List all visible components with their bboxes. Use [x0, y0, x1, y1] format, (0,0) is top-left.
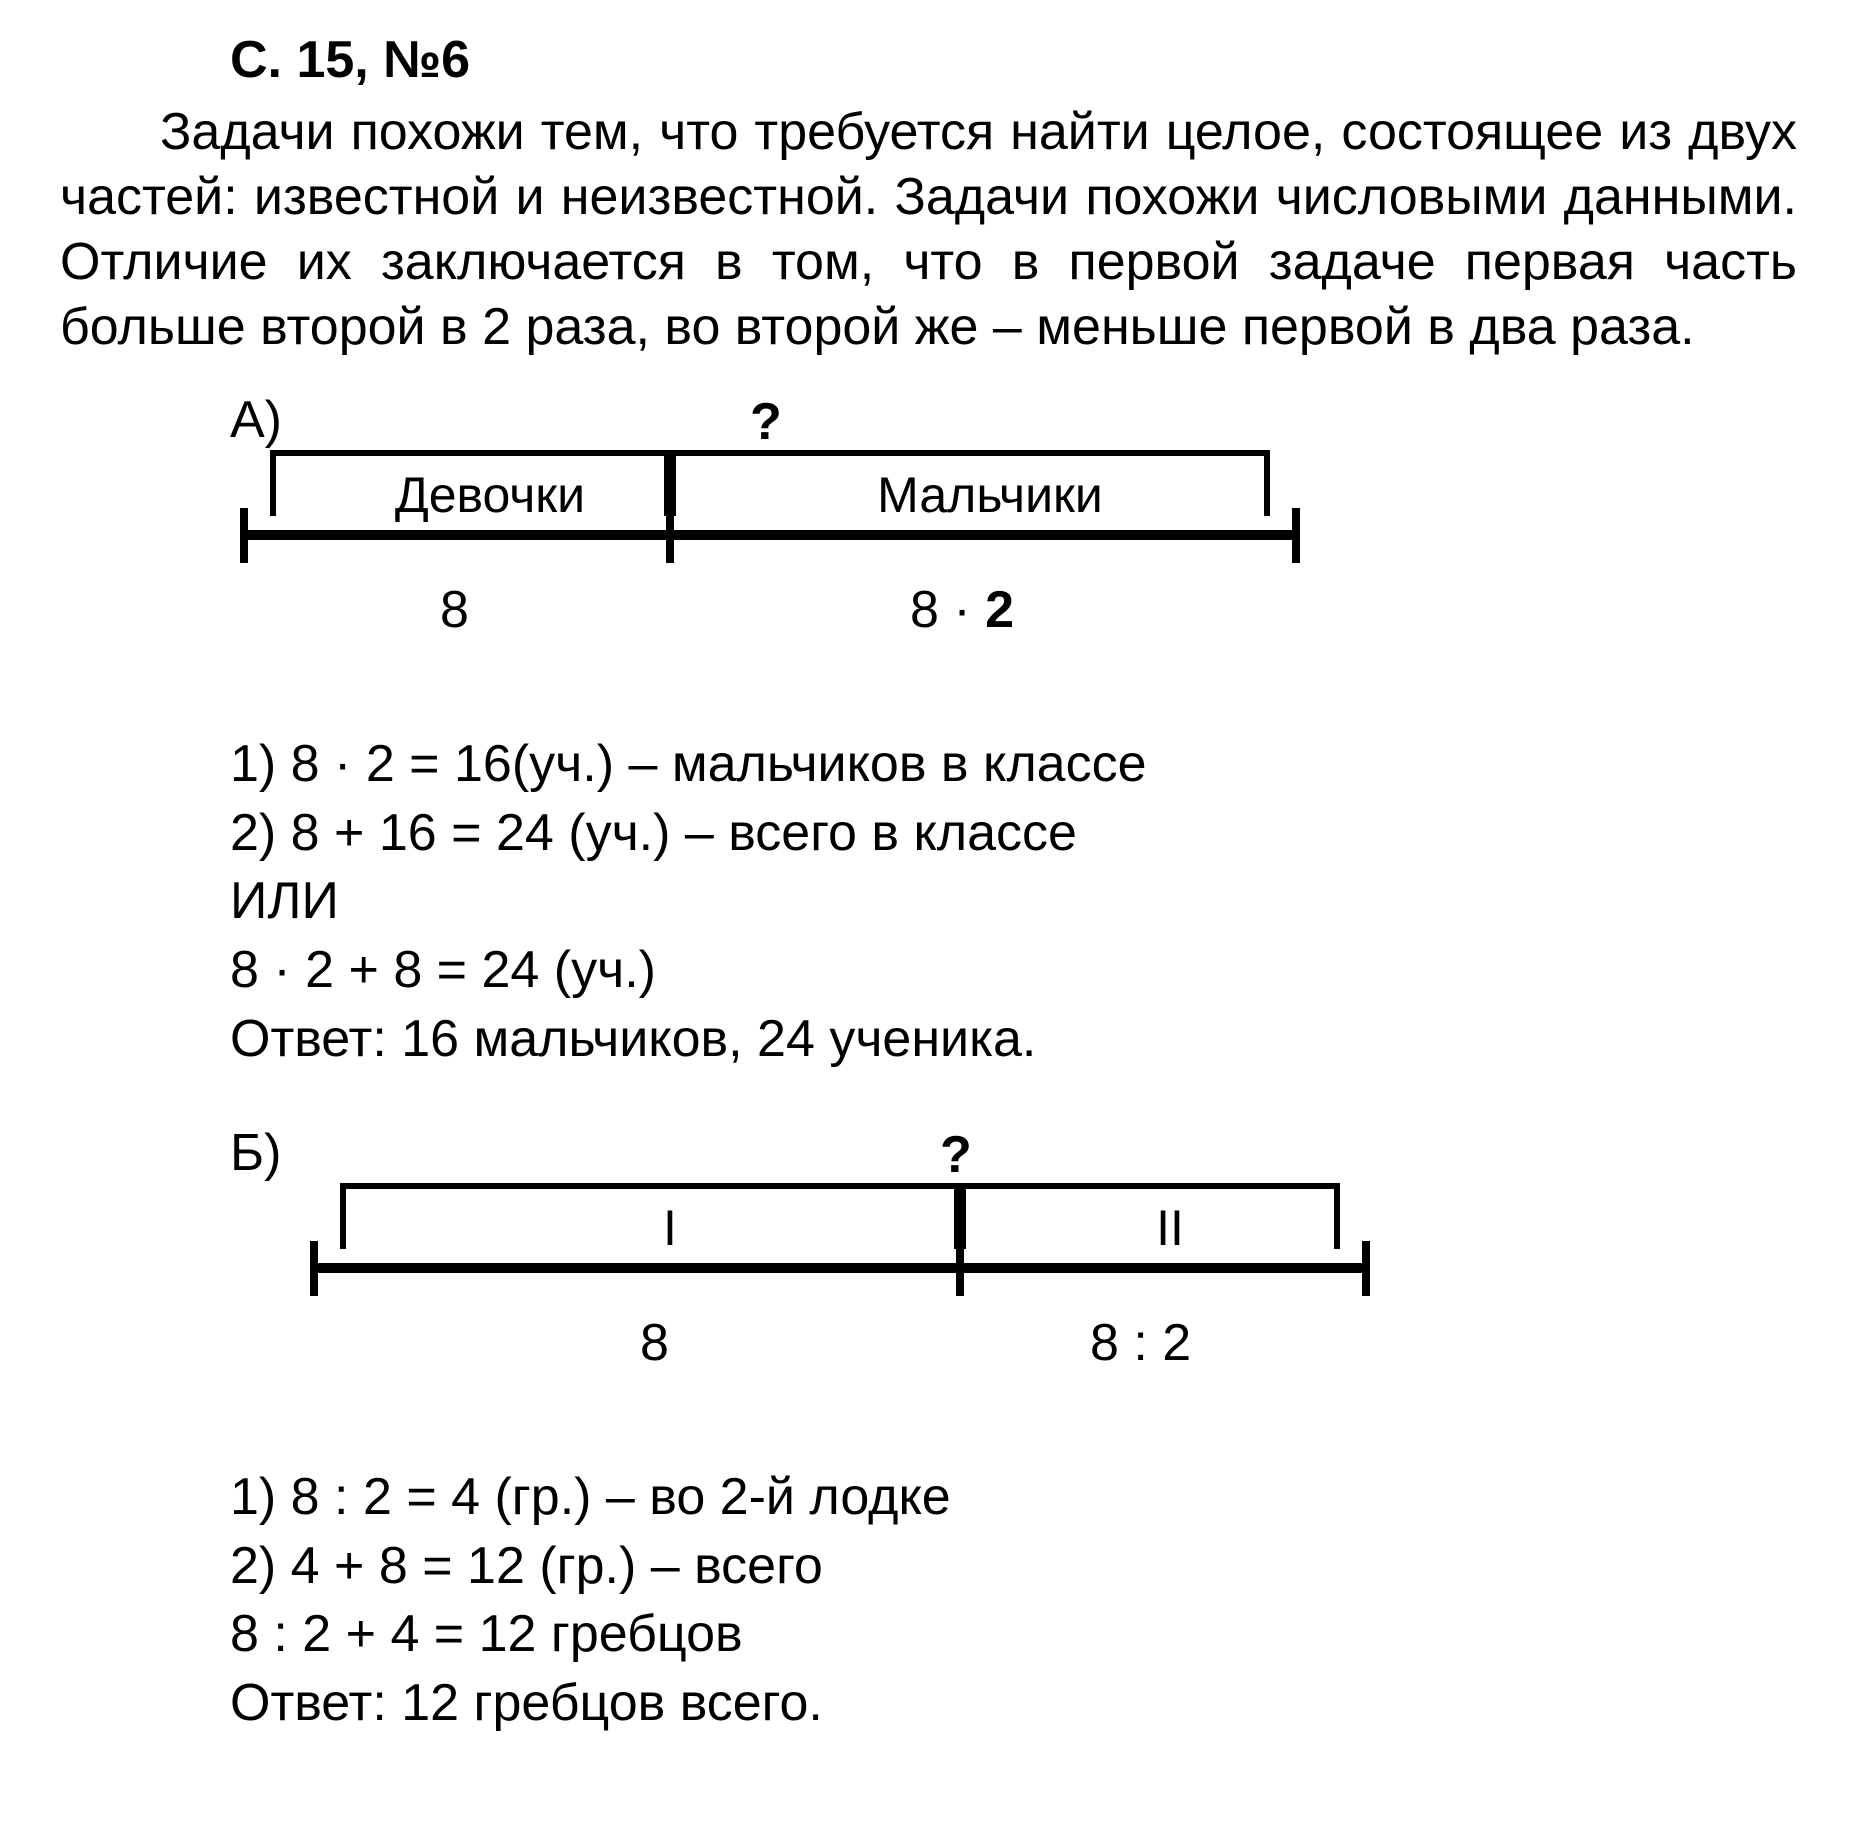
bracket-left: Девочки: [270, 450, 670, 510]
calc-line: 2) 8 + 16 = 24 (уч.) – всего в классе: [230, 799, 1797, 868]
under-left-value: 8: [640, 1313, 669, 1373]
part-b-label: Б): [230, 1123, 1797, 1183]
calc-line: 8 : 2 + 4 = 12 гребцов: [230, 1600, 1797, 1669]
calc-line: 1) 8 : 2 = 4 (гр.) – во 2-й лодке: [230, 1463, 1797, 1532]
tick-right: [1292, 508, 1300, 563]
tick-right: [1362, 1241, 1370, 1296]
diagram-a: ? Девочки Мальчики 8 8 · 2: [270, 450, 1370, 710]
calc-line: 2) 4 + 8 = 12 (гр.) – всего: [230, 1532, 1797, 1601]
calc-line: Ответ: 12 гребцов всего.: [230, 1669, 1797, 1738]
tick-left: [240, 508, 248, 563]
page-title: С. 15, №6: [230, 30, 1797, 90]
question-mark-icon: ?: [940, 1125, 972, 1185]
bracket-left-label: I: [340, 1199, 960, 1257]
calc-line: ИЛИ: [230, 867, 1797, 936]
diagram-b: ? I II 8 8 : 2: [340, 1183, 1440, 1443]
part-a-label: А): [230, 390, 1797, 450]
intro-paragraph: Задачи похожи тем, что требуется найти ц…: [60, 100, 1797, 360]
bar: [310, 1263, 1370, 1273]
tick-left: [310, 1241, 318, 1296]
under-right-value: 8 : 2: [1090, 1313, 1191, 1373]
under-left-value: 8: [440, 580, 469, 640]
calc-line: 1) 8 · 2 = 16(уч.) – мальчиков в классе: [230, 730, 1797, 799]
right-value-bold: 2: [985, 581, 1014, 639]
bar: [240, 530, 1300, 540]
tick-mid: [666, 508, 674, 563]
question-mark-icon: ?: [750, 392, 782, 452]
calc-a: 1) 8 · 2 = 16(уч.) – мальчиков в классе …: [230, 730, 1797, 1073]
bracket-left: I: [340, 1183, 960, 1243]
calc-line: 8 · 2 + 8 = 24 (уч.): [230, 936, 1797, 1005]
bracket-right-label: II: [960, 1199, 1340, 1257]
bracket-right: Мальчики: [670, 450, 1270, 510]
page: С. 15, №6 Задачи похожи тем, что требует…: [0, 0, 1857, 1848]
under-right-value: 8 · 2: [910, 580, 1014, 640]
bracket-right-label: Мальчики: [670, 466, 1270, 524]
bracket-left-label: Девочки: [270, 466, 670, 524]
tick-mid: [956, 1241, 964, 1296]
calc-line: Ответ: 16 мальчиков, 24 ученика.: [230, 1005, 1797, 1074]
bracket-right: II: [960, 1183, 1340, 1243]
calc-b: 1) 8 : 2 = 4 (гр.) – во 2-й лодке 2) 4 +…: [230, 1463, 1797, 1738]
right-value-prefix: 8 ·: [910, 581, 985, 639]
